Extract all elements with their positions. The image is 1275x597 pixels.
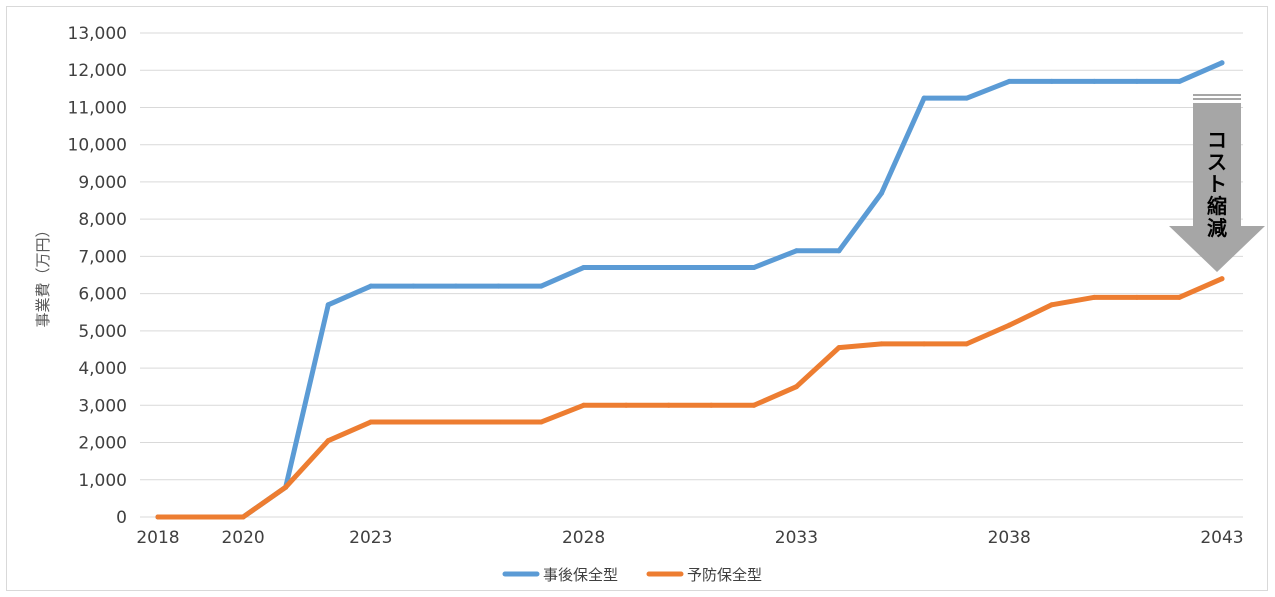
- data-point: [1091, 294, 1097, 300]
- y-tick-label: 10,000: [68, 136, 127, 156]
- data-point: [155, 514, 161, 520]
- x-tick-label: 2028: [562, 528, 605, 548]
- data-point: [921, 95, 927, 101]
- data-point: [495, 283, 501, 289]
- annotation-char: 縮: [1207, 194, 1227, 218]
- y-tick-label: 11,000: [68, 98, 127, 118]
- data-point: [964, 341, 970, 347]
- data-point: [1134, 78, 1140, 84]
- data-point: [1134, 294, 1140, 300]
- data-point: [666, 402, 672, 408]
- data-point: [751, 265, 757, 271]
- data-point: [921, 341, 927, 347]
- data-point: [879, 341, 885, 347]
- x-tick-label: 2018: [136, 528, 179, 548]
- down-arrow-shape: [1169, 103, 1265, 272]
- y-tick-label: 8,000: [78, 210, 127, 230]
- data-point: [964, 95, 970, 101]
- data-point: [623, 402, 629, 408]
- data-point: [1049, 302, 1055, 308]
- annotation-char: 減: [1207, 216, 1227, 240]
- data-point: [368, 419, 374, 425]
- data-point: [581, 402, 587, 408]
- series-line-1: [155, 60, 1225, 520]
- data-point: [198, 514, 204, 520]
- data-point: [368, 283, 374, 289]
- y-tick-label: 2,000: [78, 434, 127, 454]
- data-point: [836, 345, 842, 351]
- data-point: [836, 248, 842, 254]
- y-tick-label: 3,000: [78, 396, 127, 416]
- data-point: [623, 265, 629, 271]
- legend-label: 予防保全型: [687, 566, 762, 584]
- x-tick-label: 2043: [1200, 528, 1243, 548]
- data-point: [708, 265, 714, 271]
- annotation-char: コ: [1207, 128, 1227, 152]
- y-tick-label: 5,000: [78, 322, 127, 342]
- data-point: [581, 265, 587, 271]
- data-point: [708, 402, 714, 408]
- data-point: [793, 248, 799, 254]
- x-tick-label: 2038: [988, 528, 1031, 548]
- data-point: [538, 419, 544, 425]
- data-point: [325, 302, 331, 308]
- annotation-char: ス: [1207, 150, 1227, 174]
- y-tick-label: 4,000: [78, 359, 127, 379]
- y-tick-label: 1,000: [78, 471, 127, 491]
- data-point: [1049, 78, 1055, 84]
- data-point: [453, 419, 459, 425]
- data-point: [1219, 60, 1225, 66]
- data-point: [879, 190, 885, 196]
- x-tick-label: 2023: [349, 528, 392, 548]
- annotation-char: ト: [1207, 172, 1227, 196]
- data-point: [1176, 294, 1182, 300]
- chart-frame: [6, 6, 1268, 591]
- data-point: [666, 265, 672, 271]
- y-tick-label: 13,000: [68, 24, 127, 44]
- y-axis-label: 事業費（万円）: [34, 222, 52, 327]
- data-point: [1006, 322, 1012, 328]
- data-point: [495, 419, 501, 425]
- data-point: [1176, 78, 1182, 84]
- data-point: [410, 419, 416, 425]
- data-point: [1006, 78, 1012, 84]
- data-point: [793, 384, 799, 390]
- data-point: [283, 484, 289, 490]
- y-tick-label: 0: [116, 508, 127, 528]
- y-tick-label: 12,000: [68, 61, 127, 81]
- legend-label: 事後保全型: [543, 566, 618, 584]
- data-point: [410, 283, 416, 289]
- x-tick-label: 2033: [775, 528, 818, 548]
- series-line-2: [155, 276, 1225, 520]
- data-point: [325, 438, 331, 444]
- y-tick-label: 7,000: [78, 247, 127, 267]
- data-point: [1219, 276, 1225, 282]
- data-point: [1091, 78, 1097, 84]
- y-tick-label: 6,000: [78, 285, 127, 305]
- y-tick-label: 9,000: [78, 173, 127, 193]
- data-point: [240, 514, 246, 520]
- data-point: [538, 283, 544, 289]
- x-tick-label: 2020: [221, 528, 264, 548]
- data-point: [751, 402, 757, 408]
- data-point: [453, 283, 459, 289]
